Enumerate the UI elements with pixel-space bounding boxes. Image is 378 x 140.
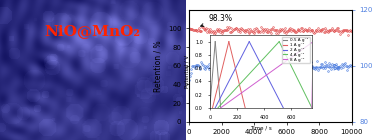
Text: 98.3%: 98.3% (201, 14, 232, 26)
Text: NiO@MnO₂: NiO@MnO₂ (45, 24, 141, 38)
Y-axis label: Retention / %: Retention / % (153, 40, 162, 92)
Y-axis label: Potential / V: Potential / V (184, 55, 189, 88)
X-axis label: Time / s: Time / s (250, 125, 272, 130)
Legend: 0.5 A g⁻¹, 1 A g⁻¹, 2 A g⁻¹, 4 A g⁻¹, 8 A g⁻¹: 0.5 A g⁻¹, 1 A g⁻¹, 2 A g⁻¹, 4 A g⁻¹, 8 … (282, 37, 310, 63)
